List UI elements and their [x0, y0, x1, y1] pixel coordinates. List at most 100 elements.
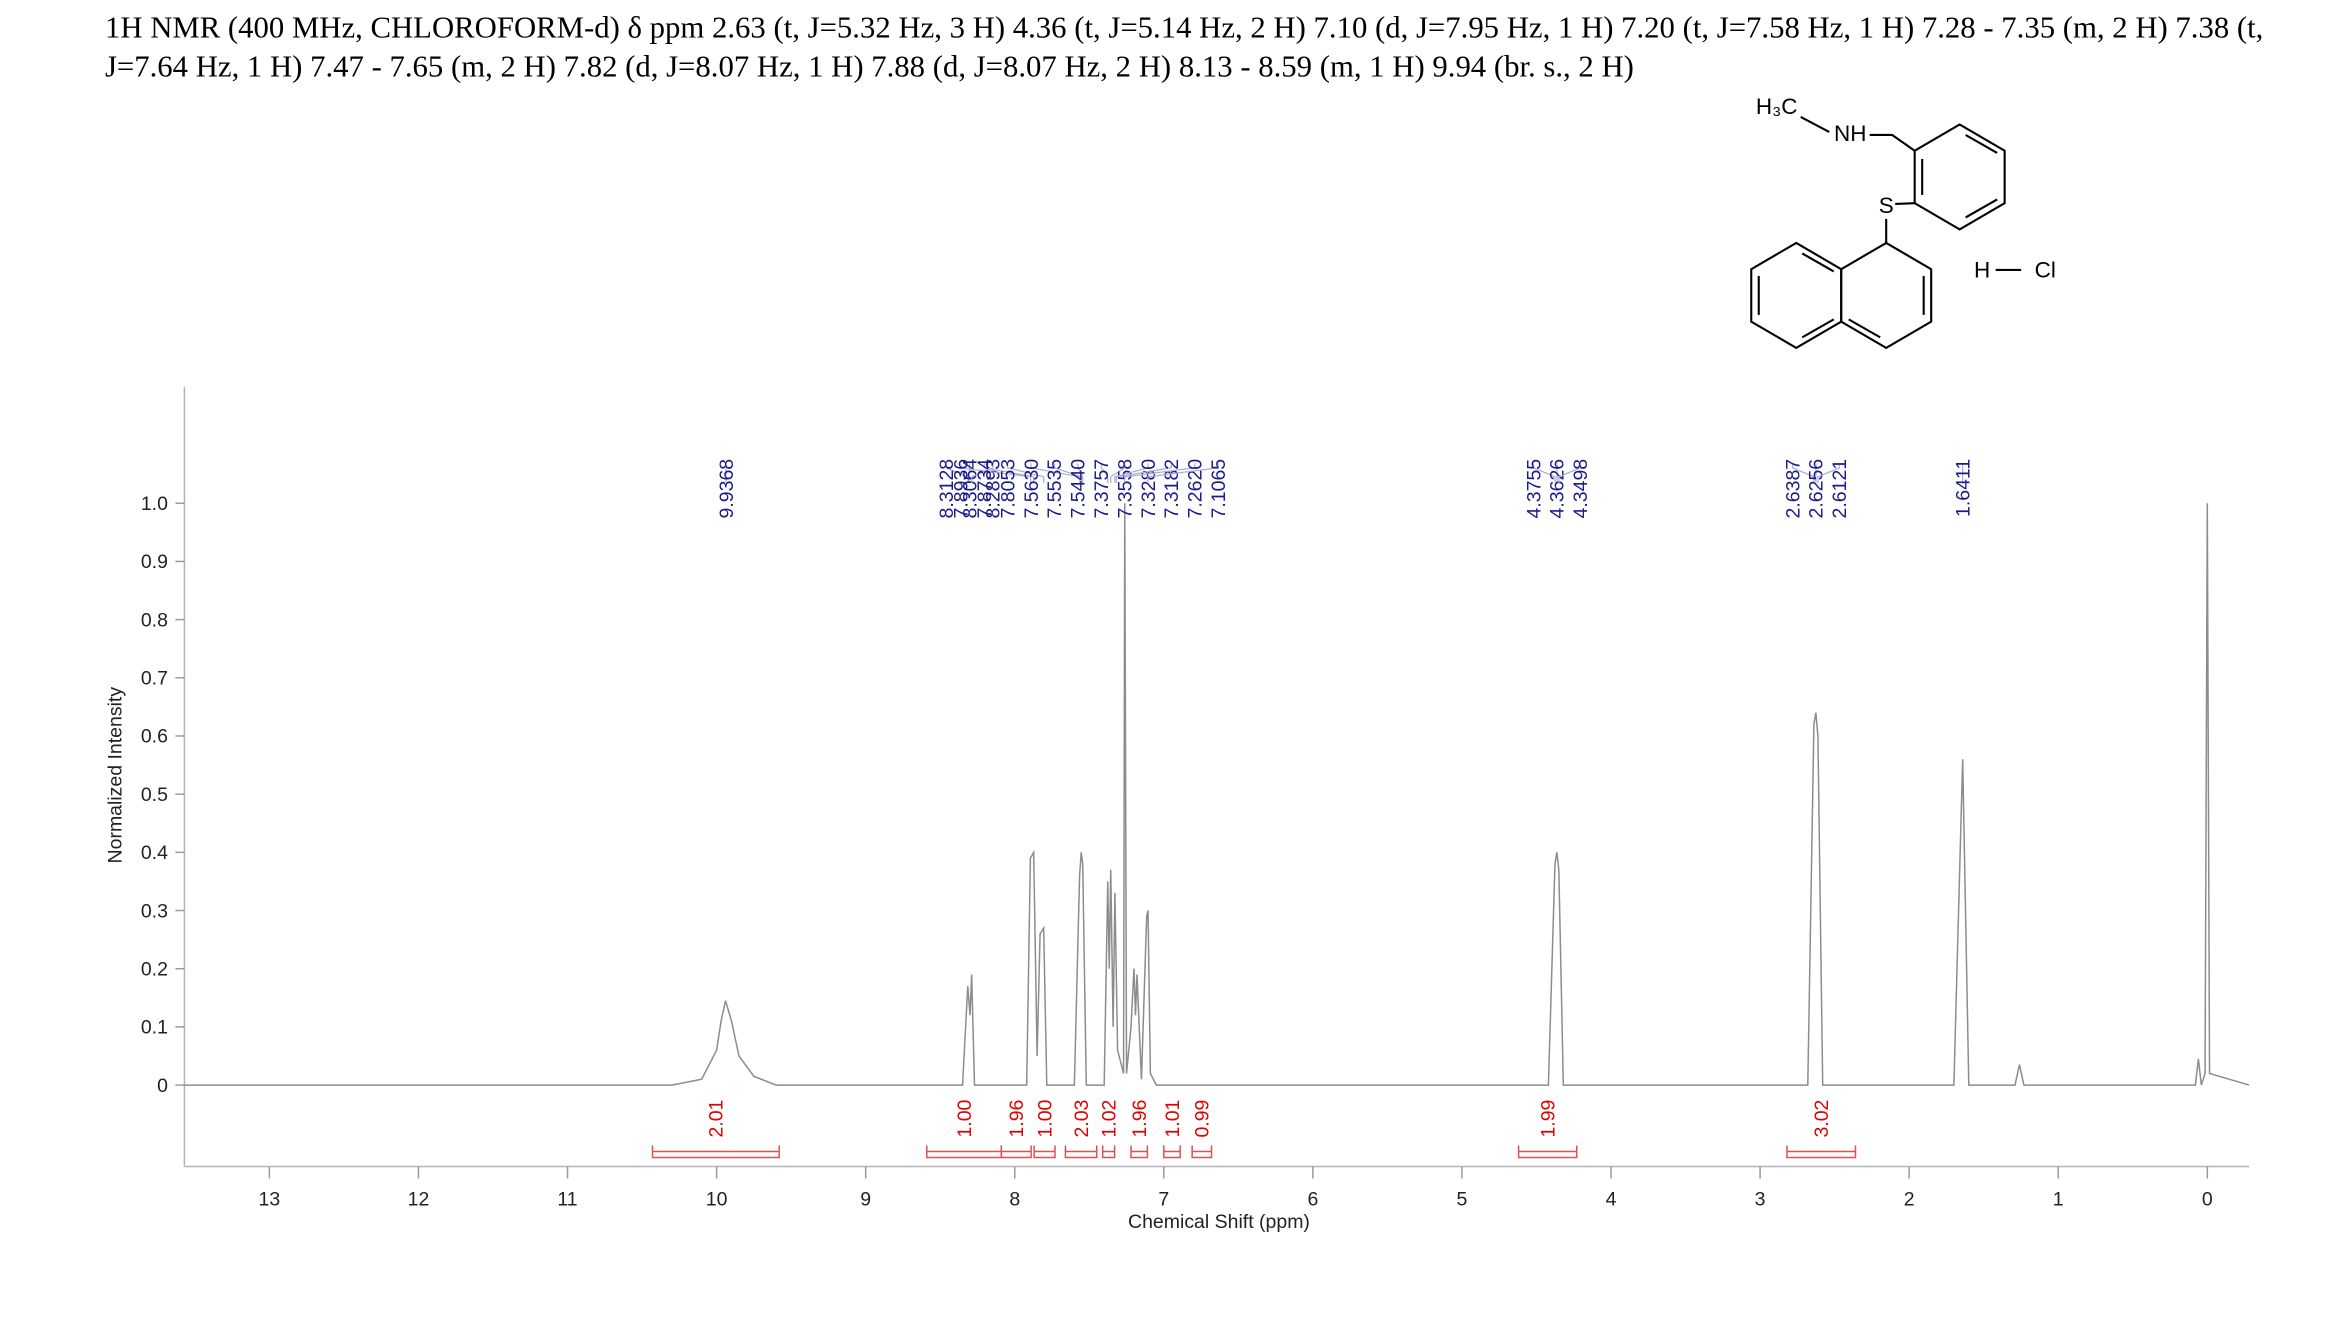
y-tick-label: 0.5 — [141, 784, 168, 806]
peak-connector — [1030, 463, 1081, 483]
methyl-label: H₃C — [1756, 94, 1798, 119]
x-tick-label: 6 — [1307, 1189, 1318, 1211]
integral-label: 1.00 — [954, 1099, 976, 1137]
peak-label: 7.3757 — [1091, 459, 1113, 519]
peak-connector — [945, 463, 969, 483]
peak-connector — [1532, 463, 1556, 483]
bond — [1965, 198, 1998, 219]
x-tick-label: 10 — [706, 1189, 728, 1211]
peak-connector — [1100, 463, 1109, 483]
peak-label: 8.2893 — [983, 459, 1005, 519]
bond — [1800, 116, 1830, 133]
y-tick-label: 0.9 — [141, 551, 168, 573]
peak-label: 7.3182 — [1161, 459, 1183, 519]
integral-label: 2.01 — [706, 1100, 728, 1138]
y-tick-label: 0.4 — [141, 842, 168, 864]
peak-label: 2.6121 — [1829, 459, 1851, 519]
peak-connector — [968, 463, 971, 483]
bond — [1801, 252, 1835, 273]
peak-label: 7.1065 — [1208, 459, 1230, 519]
y-tick-label: 0.6 — [141, 726, 168, 748]
peak-label: 7.8734 — [974, 459, 996, 519]
integral-label: 1.99 — [1537, 1100, 1559, 1138]
peak-label: 7.2620 — [1185, 459, 1207, 519]
y-tick-label: 0 — [157, 1075, 168, 1097]
peak-connector — [1114, 463, 1149, 483]
peak-connector — [1115, 463, 1173, 483]
integral-label: 1.96 — [1006, 1100, 1028, 1138]
peak-label: 7.5535 — [1044, 459, 1066, 519]
ring — [1913, 123, 2006, 231]
integral-label: 1.96 — [1129, 1100, 1151, 1138]
x-tick-label: 1 — [2053, 1189, 2064, 1211]
chlorine-label: Cl — [2035, 257, 2056, 282]
x-tick-label: 8 — [1009, 1189, 1020, 1211]
peak-connector — [1558, 463, 1581, 483]
y-tick-label: 0.7 — [141, 668, 168, 690]
peak-connector — [1110, 463, 1126, 483]
peak-connector — [1053, 463, 1082, 483]
chart-title: 1H NMR (400 MHz, CHLOROFORM-d) δ ppm 2.6… — [104, 12, 2264, 84]
x-tick-label: 13 — [259, 1189, 281, 1211]
peak-connector — [1791, 463, 1815, 483]
bond — [1869, 133, 1916, 152]
peak-connector — [1817, 463, 1840, 483]
integral-label: 1.02 — [1098, 1100, 1120, 1138]
x-axis-title: Chemical Shift (ppm) — [1128, 1211, 1310, 1233]
integral-label: 1.00 — [1034, 1099, 1056, 1137]
integral-label: 0.99 — [1192, 1100, 1214, 1138]
peak-label: 8.3128 — [936, 459, 958, 519]
bond — [1895, 202, 1915, 205]
peak-label: 4.3626 — [1547, 459, 1569, 519]
peak-label: 7.3280 — [1138, 459, 1160, 519]
peak-label: 7.8936 — [951, 459, 973, 519]
integral-label: 2.03 — [1071, 1100, 1093, 1138]
y-tick-label: 0.2 — [141, 958, 168, 980]
y-tick-label: 0.1 — [141, 1017, 168, 1039]
molecule: H₃C NH S H Cl — [1750, 94, 2056, 350]
x-tick-label: 5 — [1457, 1189, 1468, 1211]
bond — [1848, 318, 1881, 339]
peak-label: 7.8053 — [997, 459, 1019, 519]
spectrum-line — [184, 503, 2250, 1086]
peak-connector — [960, 463, 1032, 483]
x-tick-label: 2 — [1904, 1189, 1915, 1211]
x-tick-label: 0 — [2202, 1189, 2213, 1211]
peak-label: 8.3064 — [959, 459, 981, 519]
x-tick-label: 9 — [860, 1189, 871, 1211]
peak-connector — [983, 463, 1035, 483]
x-tick-label: 11 — [557, 1189, 577, 1211]
integral-label: 1.01 — [1162, 1100, 1184, 1138]
peak-label: 1.6411 — [1952, 459, 1974, 517]
x-tick-label: 12 — [408, 1189, 430, 1211]
peak-label: 7.5630 — [1021, 459, 1043, 519]
hydrogen-label: H — [1974, 257, 1990, 282]
ring — [1750, 241, 1843, 350]
y-tick-label: 0.3 — [141, 900, 168, 922]
x-tick-label: 4 — [1606, 1189, 1617, 1211]
y-tick-label: 1.0 — [141, 493, 168, 515]
peak-connector — [1007, 463, 1045, 483]
peak-connector — [971, 463, 994, 483]
peak-label: 9.9368 — [716, 459, 738, 519]
peak-label: 7.5440 — [1068, 459, 1090, 519]
title-box: 1H NMR (400 MHz, CHLOROFORM-d) δ ppm 2.6… — [104, 12, 2264, 84]
peak-connector — [1147, 463, 1219, 483]
sulfur-label: S — [1879, 193, 1894, 218]
peak-label: 4.3755 — [1523, 459, 1545, 519]
y-tick-label: 0.8 — [141, 609, 168, 631]
peak-label: 2.6256 — [1806, 459, 1828, 519]
bond — [1801, 318, 1835, 339]
x-tick-label: 3 — [1755, 1189, 1766, 1211]
integral-label: 3.02 — [1811, 1100, 1833, 1138]
peak-label: 2.6387 — [1782, 459, 1804, 519]
peak-label: 4.3498 — [1570, 459, 1592, 519]
ring — [1840, 241, 1933, 350]
peak-connector — [1077, 463, 1084, 483]
bond — [1965, 134, 1998, 154]
peak-label: 7.3558 — [1114, 459, 1136, 519]
amine-label: NH — [1834, 121, 1866, 146]
y-axis-title: Normalized Intensity — [104, 687, 126, 864]
